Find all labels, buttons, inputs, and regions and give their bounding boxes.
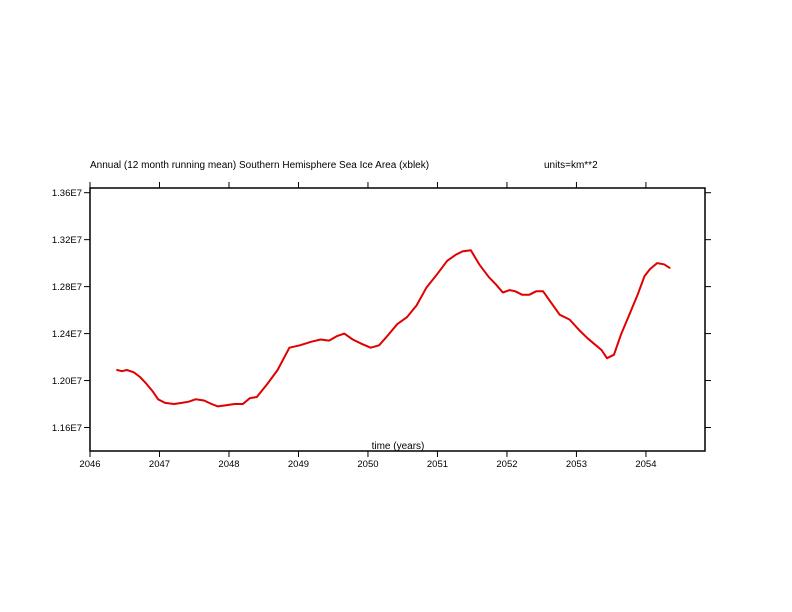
plot-area-frame [89,187,706,452]
y-tick-label: 1.16E7 [52,423,82,434]
x-tick-label: 2053 [566,459,587,470]
x-tick-label: 2050 [357,459,378,470]
x-axis: 2046 2047 2048 2049 2050 2051 2052 2053 2054 [79,182,657,470]
x-tick-label: 2046 [79,459,100,470]
x-tick-label: 2051 [427,459,448,470]
chart-title: Annual (12 month running mean) Southern … [90,160,429,171]
y-axis: 1.16E7 1.20E7 1.24E7 1.28E7 1.32E7 1.36E7 [52,188,711,434]
y-tick-label: 1.36E7 [52,188,82,199]
x-tick-label: 2048 [218,459,239,470]
y-tick-label: 1.24E7 [52,329,82,340]
series-layer [116,249,671,408]
y-tick-label: 1.32E7 [52,235,82,246]
x-tick-label: 2052 [496,459,517,470]
y-tick-label: 1.28E7 [52,282,82,293]
units-label: units=km**2 [544,160,598,171]
x-tick-label: 2054 [635,459,656,470]
y-tick-label: 1.20E7 [52,376,82,387]
x-tick-label: 2049 [288,459,309,470]
x-tick-label: 2047 [149,459,170,470]
x-axis-label: time (years) [372,441,425,452]
series-line [116,249,671,408]
